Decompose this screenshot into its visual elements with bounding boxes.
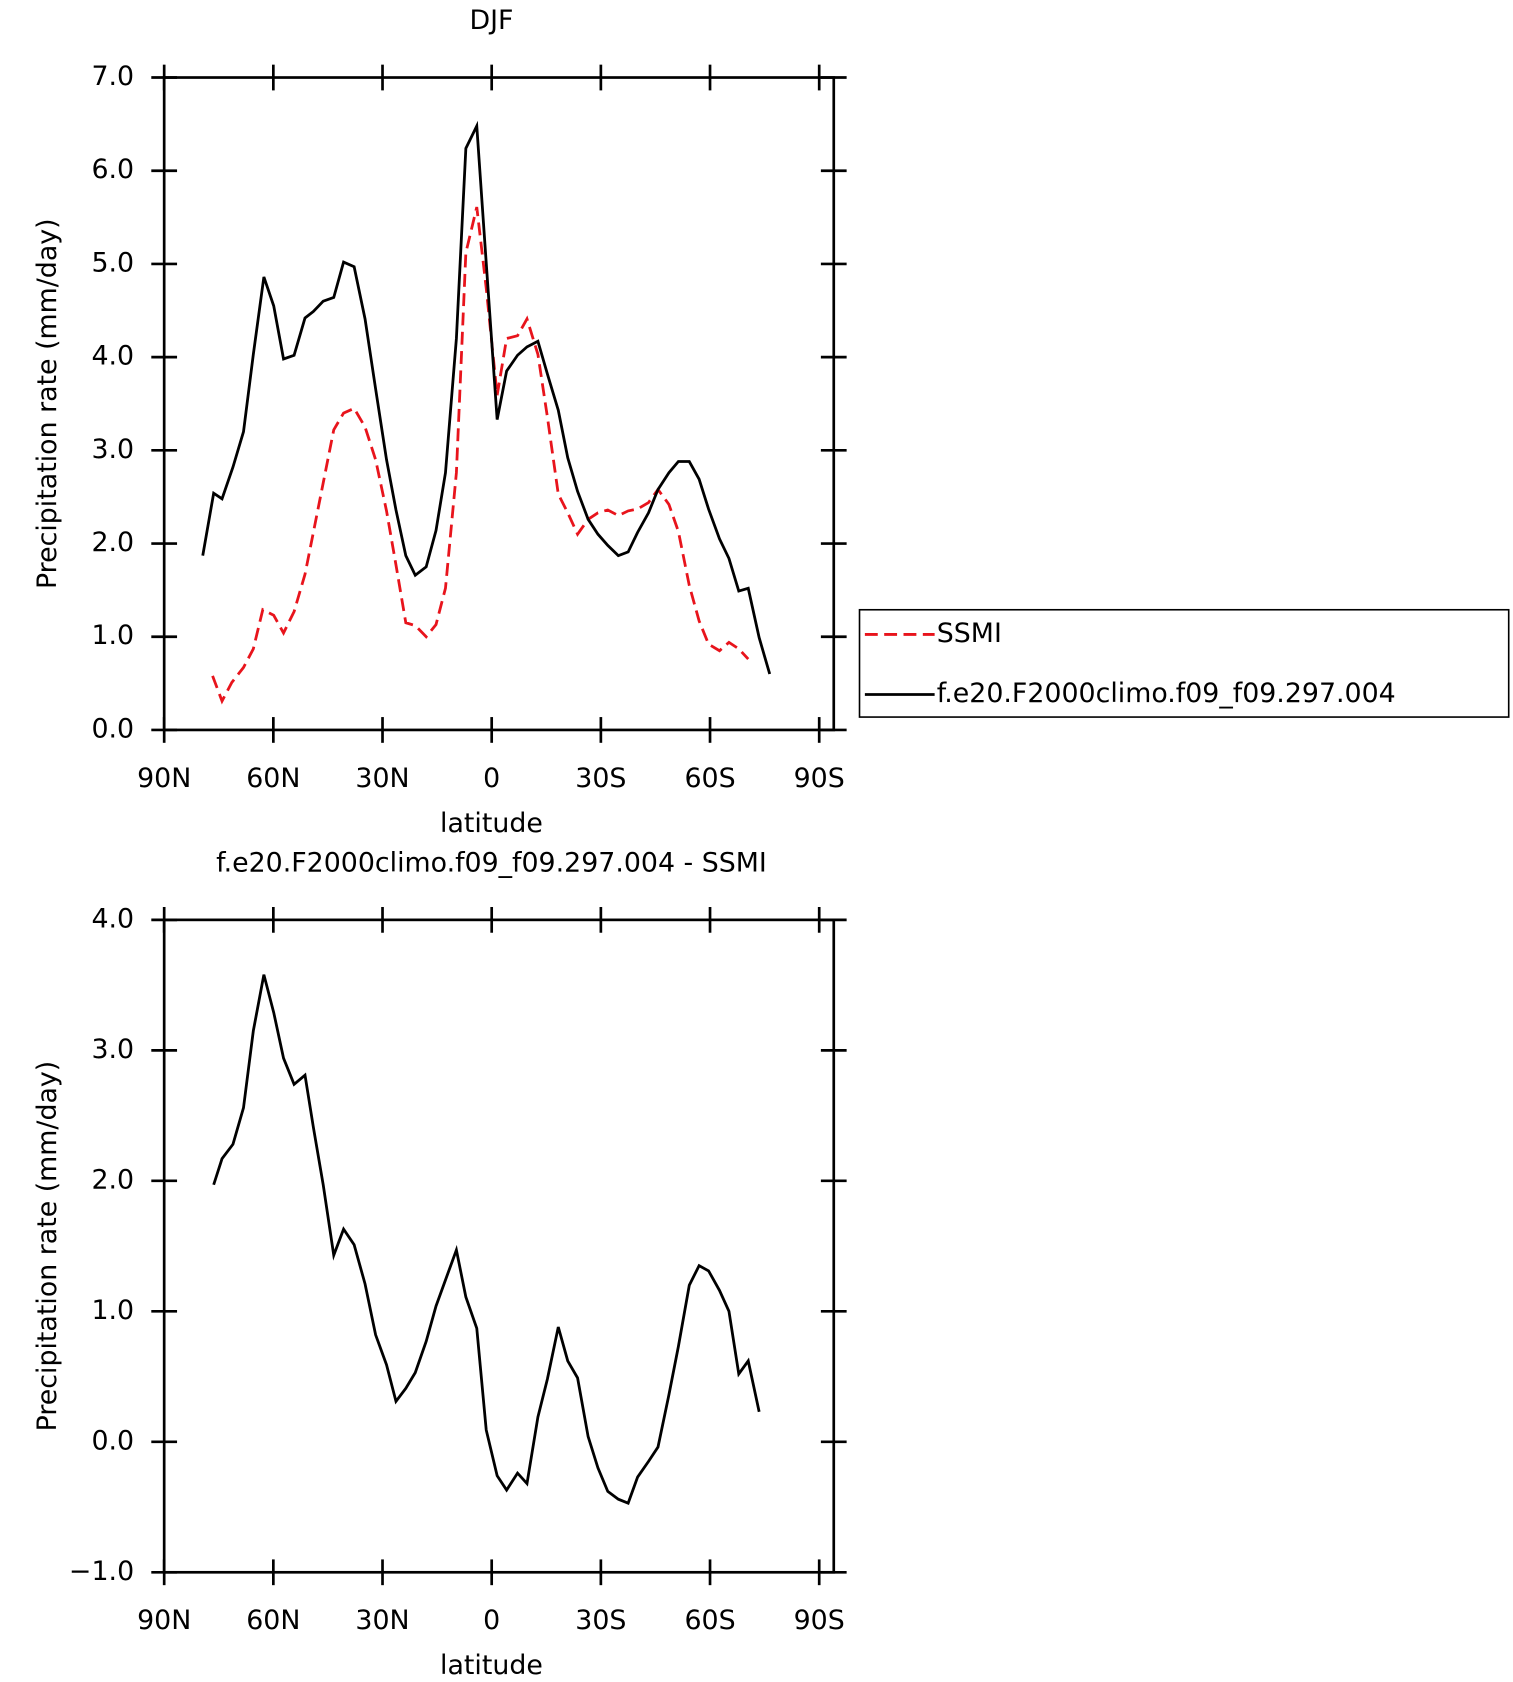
y-tick-label: 1.0 [91, 620, 134, 651]
y-tick-label: 5.0 [91, 247, 134, 278]
y-tick-label: 2.0 [91, 527, 134, 558]
x-tick-label: 60S [684, 1605, 735, 1636]
y-tick-label: 3.0 [91, 434, 134, 465]
x-tick-label: 30N [355, 763, 409, 794]
x-tick-label: 90S [794, 1605, 845, 1636]
y-tick-label: 6.0 [91, 154, 134, 185]
x-tick-label: 30S [575, 763, 626, 794]
y-axis-label: Precipitation rate (mm/day) [32, 1061, 63, 1432]
y-tick-label: 1.0 [91, 1295, 134, 1326]
x-tick-label: 0 [483, 763, 500, 794]
y-tick-label: 3.0 [91, 1034, 134, 1065]
y-tick-label: −1.0 [69, 1556, 134, 1587]
plot-frame [162, 918, 836, 1574]
y-tick-label: 7.0 [91, 61, 134, 92]
data-line [201, 120, 772, 675]
x-axis-label: latitude [440, 1650, 543, 1681]
x-tick-label: 90N [137, 763, 191, 794]
x-tick-label: 60N [246, 763, 300, 794]
x-tick-label: 0 [483, 1605, 500, 1636]
x-tick-label: 90N [137, 1605, 191, 1636]
plot-frame [162, 76, 836, 732]
y-tick-label: 4.0 [91, 341, 134, 372]
data-line [211, 206, 750, 705]
x-axis-label: latitude [440, 808, 543, 839]
chart-title: DJF [469, 5, 513, 36]
y-tick-label: 4.0 [91, 903, 134, 934]
chart-title: f.e20.F2000climo.f09_f09.297.004 - SSMI [216, 848, 767, 879]
x-tick-label: 30S [575, 1605, 626, 1636]
legend-label: f.e20.F2000climo.f09_f09.297.004 [937, 678, 1396, 709]
y-tick-label: 2.0 [91, 1164, 134, 1195]
x-tick-label: 30N [355, 1605, 409, 1636]
x-tick-label: 60N [246, 1605, 300, 1636]
legend-label: SSMI [937, 618, 1002, 649]
legend-box [858, 608, 1510, 718]
x-tick-label: 60S [684, 763, 735, 794]
y-tick-label: 0.0 [91, 1425, 134, 1456]
data-line [212, 974, 761, 1505]
x-tick-label: 90S [794, 763, 845, 794]
y-axis-label: Precipitation rate (mm/day) [32, 218, 63, 589]
y-tick-label: 0.0 [91, 713, 134, 744]
